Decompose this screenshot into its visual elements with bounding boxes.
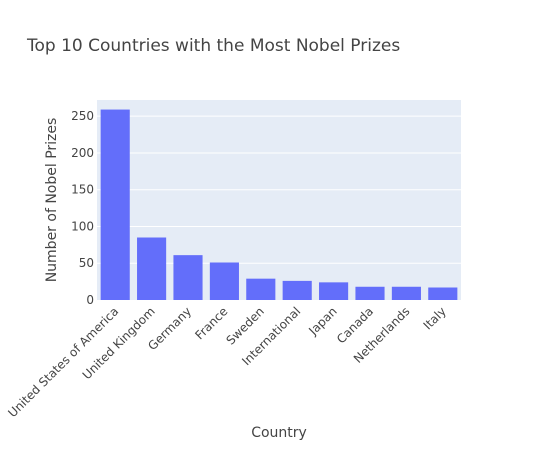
y-tick-label: 150: [71, 183, 94, 197]
bar: [100, 109, 130, 300]
bar: [355, 286, 385, 300]
bar: [428, 287, 458, 300]
x-axis-title: Country: [251, 425, 307, 441]
y-axis-title: Number of Nobel Prizes: [44, 118, 60, 283]
bars: [100, 109, 458, 300]
bar: [246, 278, 276, 300]
y-tick-label: 100: [71, 219, 94, 233]
y-tick-label: 250: [71, 109, 94, 123]
bar: [319, 282, 349, 300]
y-axis-ticks: 0 50 100 150 200 250: [71, 109, 94, 307]
y-tick-label: 50: [79, 256, 94, 270]
y-tick-label: 200: [71, 146, 94, 160]
bar: [282, 280, 312, 300]
chart-title: Top 10 Countries with the Most Nobel Pri…: [26, 36, 400, 56]
x-tick-label: Japan: [305, 304, 339, 338]
bar: [137, 237, 167, 300]
bar: [173, 255, 203, 300]
bar: [209, 262, 239, 300]
bar: [391, 286, 421, 300]
y-tick-label: 0: [86, 293, 94, 307]
x-tick-label: Italy: [421, 304, 449, 332]
